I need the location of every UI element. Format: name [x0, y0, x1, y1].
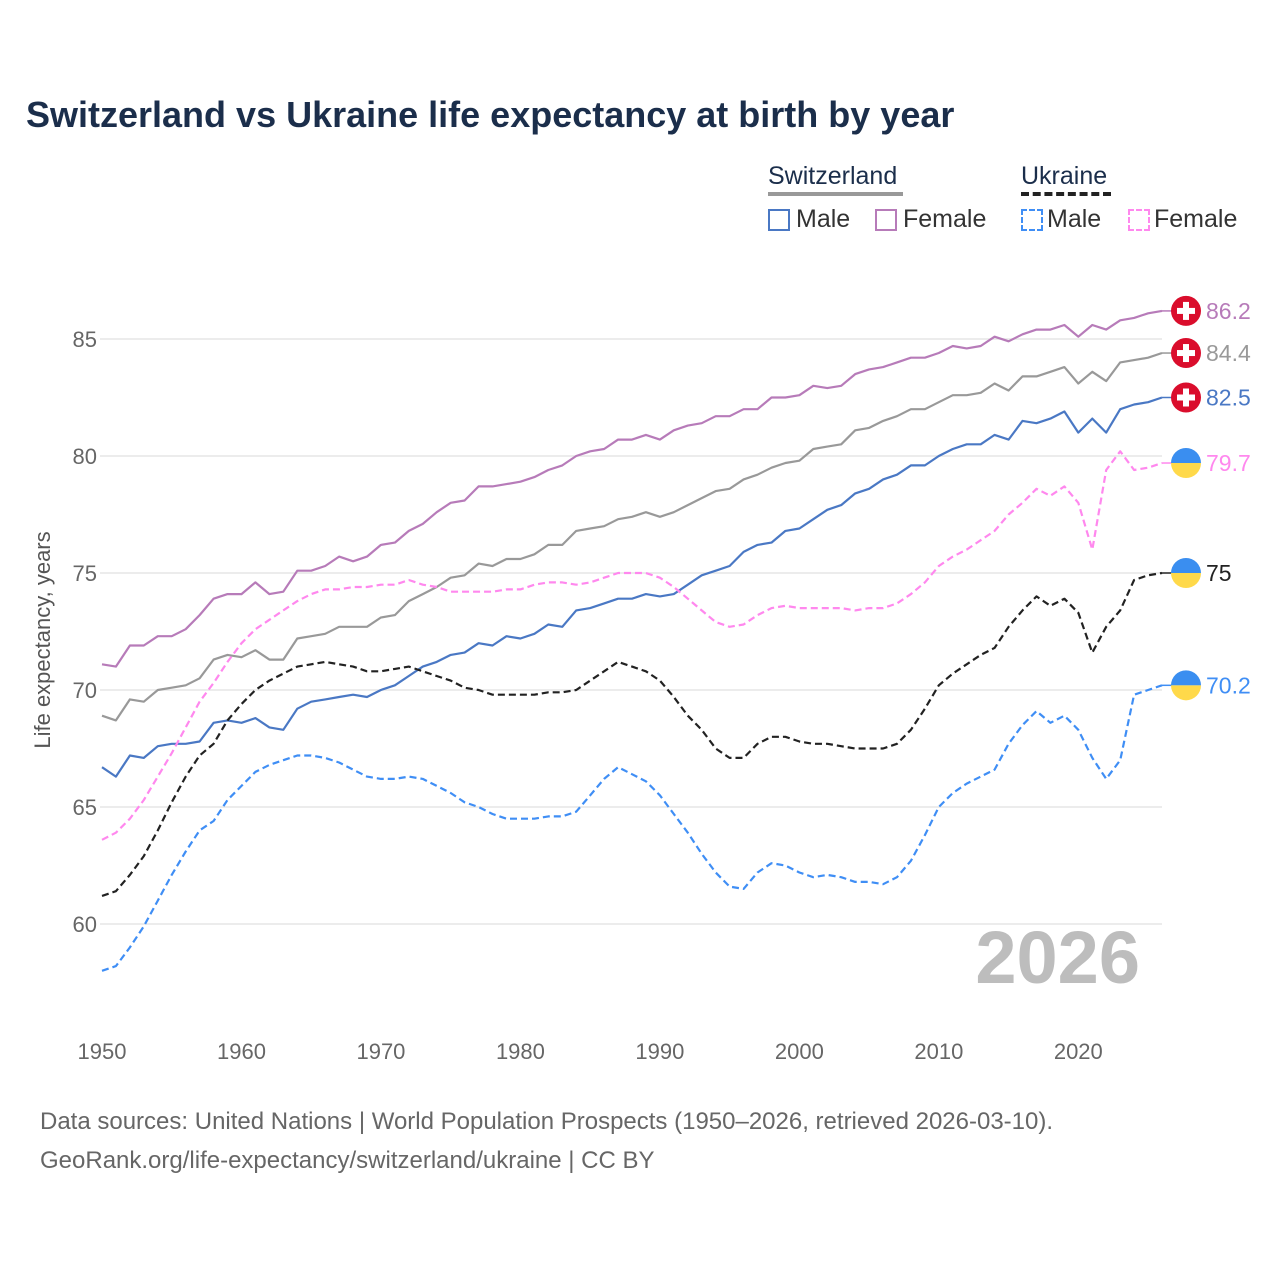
legend-group-switzerland: Switzerland [768, 162, 903, 196]
end-value-label: 75 [1206, 560, 1232, 586]
legend-group-title: Switzerland [768, 162, 898, 190]
ukraine-flag-icon [1171, 558, 1201, 588]
flag-top-half [1171, 558, 1201, 573]
flag-cross [1177, 307, 1195, 314]
series-line-ukraine-male[interactable] [101, 684, 1163, 972]
ukraine-flag-icon [1171, 448, 1201, 479]
legend-swatch [1128, 208, 1150, 231]
legend-group-title: Ukraine [1021, 162, 1108, 190]
legend-label: Male [1047, 205, 1102, 233]
series-line-switzerland-female[interactable] [101, 309, 1163, 668]
legend-label: Female [1154, 205, 1238, 233]
x-tick-label: 1970 [356, 1039, 405, 1064]
flag-bottom-half [1171, 463, 1201, 479]
flag-bottom-half [1171, 573, 1201, 588]
x-tick-label: 2000 [775, 1039, 824, 1064]
chart-title: Switzerland vs Ukraine life expectancy a… [26, 94, 955, 135]
legend-item-switzerland-male[interactable]: Male [768, 205, 850, 234]
y-tick-label: 65 [73, 795, 97, 820]
y-tick-label: 85 [73, 327, 97, 352]
end-value-label: 84.4 [1206, 340, 1251, 366]
end-value-label: 86.2 [1206, 298, 1251, 324]
flag-bottom-half [1171, 685, 1201, 701]
legend-swatch [1021, 208, 1043, 231]
flag-cross [1177, 394, 1195, 401]
legend-item-ukraine-male[interactable]: Male [1021, 205, 1101, 234]
year-watermark: 2026 [975, 916, 1140, 999]
series-line-switzerland-male[interactable] [101, 396, 1163, 778]
x-tick-label: 1980 [496, 1039, 545, 1064]
footer-sources: Data sources: United Nations | World Pop… [40, 1108, 1054, 1135]
legend-solid-line [768, 192, 903, 196]
x-tick-label: 1990 [635, 1039, 684, 1064]
y-tick-label: 75 [73, 561, 97, 586]
legend-item-switzerland-female[interactable]: Female [875, 205, 986, 234]
flag-cross [1177, 350, 1195, 357]
series-line-switzerland-total[interactable] [101, 351, 1163, 722]
end-value-label: 70.2 [1206, 672, 1251, 698]
swiss-flag-icon [1171, 338, 1201, 369]
series-line-ukraine-total[interactable] [101, 571, 1163, 897]
ukraine-flag-icon [1171, 670, 1201, 701]
swiss-flag-icon [1171, 382, 1201, 413]
legend-swatch [875, 208, 897, 231]
x-tick-label: 2020 [1054, 1039, 1103, 1064]
legend-item-ukraine-female[interactable]: Female [1128, 205, 1237, 234]
legend-label: Female [903, 205, 987, 233]
x-tick-label: 1950 [78, 1039, 127, 1064]
legend-label: Male [796, 205, 851, 233]
flag-top-half [1171, 670, 1201, 686]
y-tick-label: 70 [73, 678, 97, 703]
y-tick-label: 60 [73, 912, 97, 937]
x-tick-label: 1960 [217, 1039, 266, 1064]
footer-link[interactable]: GeoRank.org/life-expectancy/switzerland/… [40, 1147, 655, 1174]
y-tick-label: 80 [73, 444, 97, 469]
legend-swatch [768, 208, 790, 231]
end-value-label: 82.5 [1206, 385, 1251, 411]
x-tick-label: 2010 [914, 1039, 963, 1064]
legend-dashed-line [1021, 192, 1111, 196]
series-line-ukraine-female[interactable] [101, 450, 1163, 841]
end-value-label: 79.7 [1206, 450, 1251, 476]
flag-top-half [1171, 448, 1201, 464]
swiss-flag-icon [1171, 295, 1201, 326]
legend-group-ukraine: Ukraine [1021, 162, 1111, 196]
